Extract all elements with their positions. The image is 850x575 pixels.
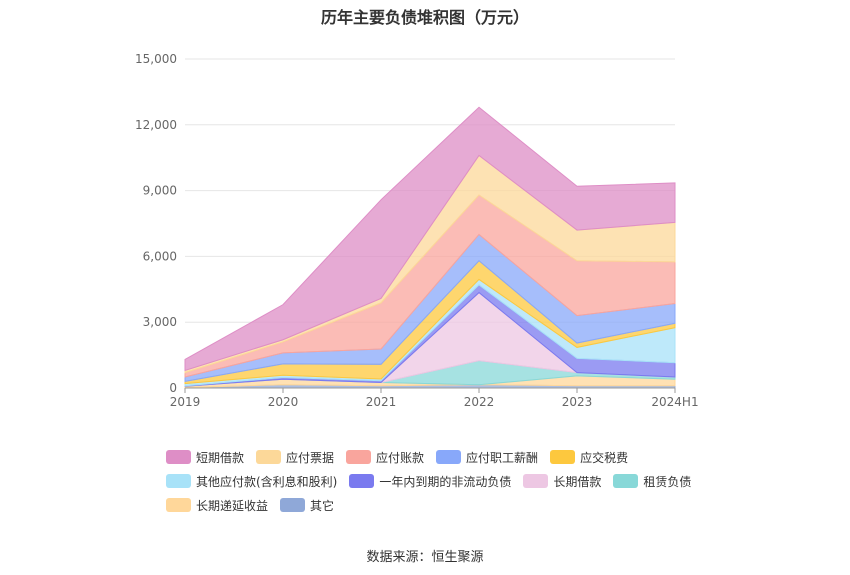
y-tick-label: 3,000 (143, 315, 177, 329)
legend-label: 应付票据 (286, 450, 335, 465)
legend-label: 应交税费 (580, 450, 629, 465)
x-axis: 2019 2020 2021 2022 2023 2024H1 (170, 387, 699, 409)
legend-swatch (166, 450, 191, 464)
legend-label: 其他应付款(含利息和股利) (196, 474, 338, 489)
y-tick-label: 12,000 (135, 118, 177, 132)
legend-row: 其他应付款(含利息和股利) 一年内到期的非流动负债 长期借款 租赁负债 (166, 473, 726, 489)
y-tick-label: 6,000 (143, 249, 177, 263)
y-tick-label: 9,000 (143, 184, 177, 198)
legend-swatch (280, 498, 306, 512)
x-tick-label: 2024H1 (651, 395, 698, 409)
legend-swatch (166, 498, 191, 512)
legend-swatch (436, 450, 462, 464)
legend-label: 长期递延收益 (196, 498, 269, 513)
legend-swatch (166, 474, 191, 488)
legend-swatch (256, 450, 282, 464)
x-tick-label: 2022 (464, 395, 495, 409)
legend-row: 长期递延收益 其它 (166, 497, 726, 513)
y-tick-label: 15,000 (135, 52, 177, 66)
x-tick-label: 2021 (366, 395, 397, 409)
legend-item-deferred-income[interactable]: 长期递延收益 (166, 497, 268, 513)
legend-label: 租赁负债 (643, 474, 692, 489)
legend-swatch (550, 450, 576, 464)
legend-item-payroll-payable[interactable]: 应付职工薪酬 (436, 449, 538, 465)
legend-item-lease-liabilities[interactable]: 租赁负债 (613, 473, 691, 489)
x-tick-label: 2019 (170, 395, 201, 409)
legend-label: 应付职工薪酬 (466, 450, 539, 465)
legend-label: 其它 (310, 498, 335, 513)
legend-label: 长期借款 (553, 474, 602, 489)
series-area (184, 106, 676, 372)
y-axis: 0 3,000 6,000 9,000 12,000 15,000 (135, 52, 177, 395)
legend-row: 短期借款 应付票据 应付账款 应付职工薪酬 应交税费 (166, 449, 726, 465)
chart-title: 历年主要负债堆积图（万元） (320, 8, 529, 27)
y-tick-label: 0 (169, 381, 177, 395)
legend-item-long-term-loans[interactable]: 长期借款 (523, 473, 601, 489)
legend-item-accounts-payable[interactable]: 应付账款 (346, 449, 424, 465)
legend-swatch (349, 474, 375, 488)
legend-swatch (523, 474, 549, 488)
legend-item-other-payables[interactable]: 其他应付款(含利息和股利) (166, 473, 337, 489)
x-tick-label: 2020 (268, 395, 299, 409)
legend-label: 一年内到期的非流动负债 (379, 474, 512, 489)
legend-swatch (613, 474, 639, 488)
stacked-area-chart: 0 3,000 6,000 9,000 12,000 15,000 2019 2020 202… (135, 52, 699, 409)
legend-item-notes-payable[interactable]: 应付票据 (256, 449, 334, 465)
legend-label: 短期借款 (196, 450, 245, 465)
legend-item-taxes-payable[interactable]: 应交税费 (550, 449, 628, 465)
area-series (184, 106, 676, 389)
data-source: 数据来源：恒生聚源 (366, 550, 484, 565)
legend: 短期借款 应付票据 应付账款 应付职工薪酬 应交税费 其他应付款(含利息和股利)… (166, 449, 726, 521)
x-tick-label: 2023 (562, 395, 593, 409)
legend-item-current-portion-noncurrent[interactable]: 一年内到期的非流动负债 (349, 473, 511, 489)
legend-label: 应付账款 (376, 450, 425, 465)
legend-item-other[interactable]: 其它 (280, 497, 334, 513)
legend-item-short-term-loans[interactable]: 短期借款 (166, 449, 244, 465)
legend-swatch (346, 450, 372, 464)
